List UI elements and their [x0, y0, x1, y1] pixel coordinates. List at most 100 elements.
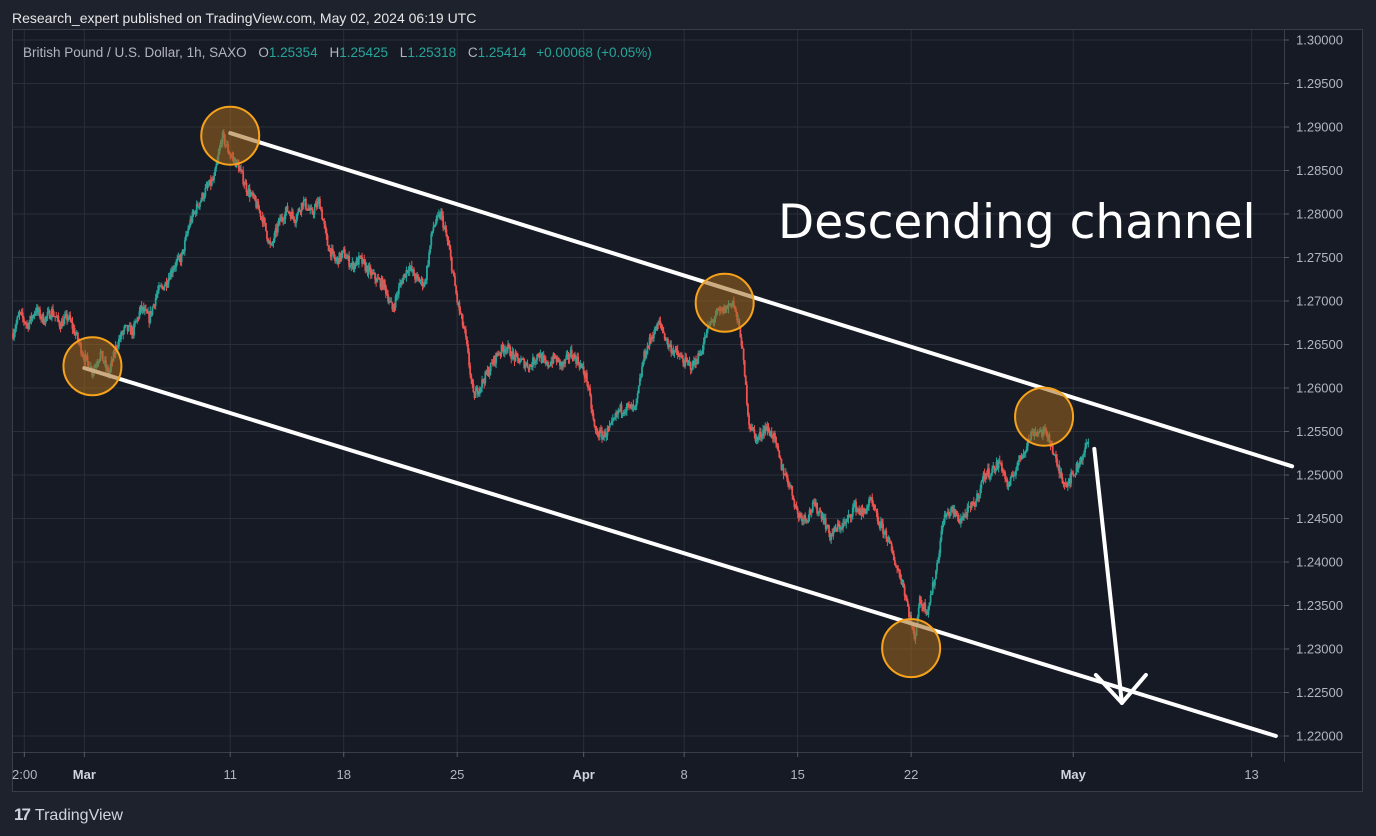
candle-body — [457, 302, 460, 304]
candle-body — [311, 209, 314, 214]
candle-body — [170, 270, 173, 274]
touch-point-marker — [200, 105, 261, 166]
candle-body — [869, 499, 871, 501]
candle-body — [816, 502, 819, 514]
candle-body — [349, 266, 352, 268]
candle-body — [367, 266, 370, 275]
candle-body — [997, 460, 1000, 469]
candle-body — [624, 410, 627, 413]
candle-body — [1020, 456, 1023, 459]
candle-body — [906, 601, 909, 607]
candle-body — [28, 322, 31, 329]
time-tick-label: 11 — [223, 767, 237, 782]
candle-body — [778, 450, 781, 458]
candle-body — [313, 207, 316, 215]
candle-body — [565, 355, 568, 359]
candle-body — [240, 169, 242, 171]
candle-body — [429, 245, 432, 253]
candle-body — [811, 502, 814, 512]
candle-body — [243, 184, 246, 186]
candle-body — [1013, 475, 1016, 477]
candle-body — [540, 353, 543, 363]
candle-body — [169, 270, 172, 280]
candle-body — [39, 309, 41, 318]
candle-body — [968, 506, 971, 508]
candle-body — [1052, 453, 1055, 456]
candle-body — [1002, 471, 1004, 473]
candle-body — [208, 179, 211, 186]
candle-body — [133, 323, 135, 336]
price-tick-label: 1.25000 — [1296, 468, 1343, 483]
candle-body — [1077, 466, 1080, 469]
candle-body — [362, 259, 365, 264]
candle-body — [141, 306, 144, 310]
candle-body — [842, 522, 844, 529]
low-value: 1.25318 — [407, 45, 457, 60]
candle-body — [274, 228, 277, 233]
tradingview-brand[interactable]: 17 TradingView — [14, 805, 123, 825]
candle-body — [27, 324, 30, 329]
candle-body — [325, 229, 328, 236]
candle-body — [610, 420, 613, 424]
candle-body — [969, 506, 972, 509]
candle-body — [774, 433, 776, 438]
candle-body — [552, 353, 555, 364]
candle-body — [494, 356, 496, 364]
candle-body — [982, 472, 985, 480]
candle-body — [843, 521, 846, 523]
price-axis[interactable]: 1.30000 1.29500 1.29000 1.28500 1.28000 1.275… — [1284, 33, 1343, 744]
candle-body — [1086, 442, 1089, 444]
candle-body — [991, 468, 994, 474]
candle-body — [662, 330, 665, 334]
candle-body — [656, 323, 659, 331]
candle-body — [355, 258, 358, 266]
candle-body — [917, 607, 920, 617]
candle-body — [582, 366, 585, 374]
candle-body — [841, 527, 843, 529]
candle-body — [1055, 454, 1057, 459]
candle-body — [592, 412, 595, 420]
candle-body — [704, 336, 707, 338]
candle-body — [699, 353, 702, 356]
candle-body — [344, 257, 347, 259]
candle-body — [306, 208, 308, 211]
candle-body — [859, 511, 862, 516]
candle-body — [1025, 446, 1028, 451]
candle-body — [827, 524, 829, 528]
candle-body — [629, 404, 632, 406]
candle-body — [868, 499, 870, 507]
candle-body — [683, 362, 686, 367]
time-axis[interactable]: 2:00 Mar 11 18 25 Apr 8 15 22 May 13 — [12, 752, 1259, 782]
candle-body — [69, 315, 72, 321]
candle-body — [650, 336, 653, 340]
annotation-text: Descending channel — [778, 195, 1256, 250]
touch-point-marker — [1014, 386, 1075, 447]
candle-body — [533, 357, 535, 364]
candle-body — [1021, 454, 1024, 459]
candle-body — [1009, 477, 1012, 486]
candle-body — [762, 429, 764, 437]
candle-body — [366, 265, 369, 275]
candle-body — [993, 465, 996, 473]
candle-body — [593, 419, 596, 427]
candle-body — [392, 307, 395, 310]
candle-body — [775, 437, 777, 444]
candle-body — [782, 467, 785, 475]
candle-body — [858, 509, 861, 512]
candle-body — [663, 333, 666, 340]
candle-body — [668, 345, 670, 347]
candle-body — [888, 538, 891, 541]
candle-body — [638, 378, 641, 386]
candle-body — [885, 530, 888, 539]
candle-body — [873, 505, 876, 510]
candle-body — [485, 371, 488, 374]
candle-body — [239, 169, 241, 172]
candle-body — [1012, 475, 1015, 477]
candle-body — [320, 208, 322, 210]
candle-body — [437, 214, 440, 216]
candle-body — [513, 355, 516, 361]
candle-body — [146, 309, 148, 314]
candle-body — [316, 201, 319, 207]
candle-body — [19, 312, 22, 314]
